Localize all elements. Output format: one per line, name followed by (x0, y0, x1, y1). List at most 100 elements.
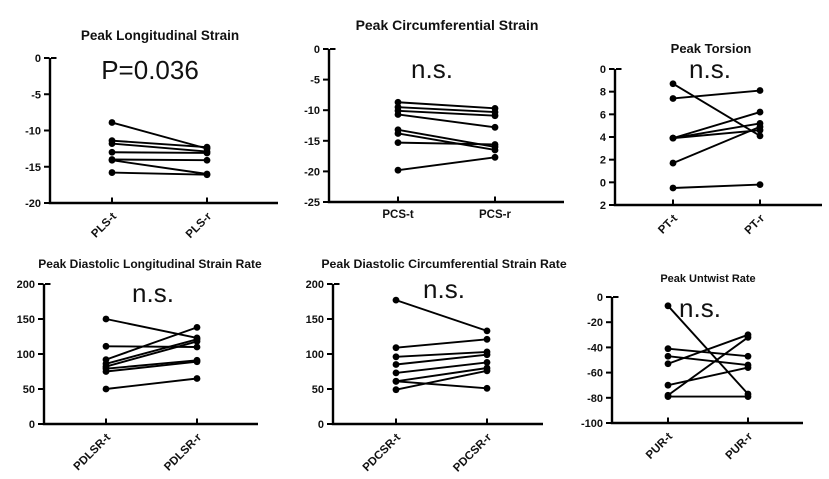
pair-line (672, 129, 761, 140)
pair-line (395, 361, 488, 374)
panel-title: Peak Circumferential Strain (356, 17, 539, 33)
pair-line (395, 380, 488, 390)
data-point (102, 315, 110, 323)
x-category-label: PDLSR-r (162, 431, 204, 473)
y-tick-label: 100 (306, 349, 324, 361)
pair-line (105, 377, 198, 390)
data-point (392, 353, 400, 361)
panel-title: Peak Diastolic Circumferential Strain Ra… (321, 257, 567, 271)
x-category-label: PCS-r (479, 209, 511, 221)
pair-line (105, 360, 198, 373)
pair-line (397, 132, 496, 151)
pair-line (105, 359, 198, 370)
data-point (669, 95, 677, 102)
y-tick-label: 0 (35, 53, 41, 65)
data-point (193, 375, 201, 382)
pair-line (111, 142, 208, 153)
x-category-label: PT-r (743, 212, 768, 237)
y-tick-label: 0 (600, 177, 606, 189)
data-point (392, 296, 400, 304)
panel-title: Peak Untwist Rate (660, 273, 755, 285)
data-point (669, 184, 677, 192)
data-point (394, 111, 402, 118)
pair-line (667, 366, 749, 387)
y-tick-label: 100 (17, 349, 35, 361)
pair-line (667, 336, 749, 397)
y-tick-label: -15 (25, 162, 41, 174)
pair-line (395, 353, 488, 366)
data-point (108, 169, 116, 176)
pair-line (672, 89, 761, 100)
data-point (108, 119, 116, 126)
x-category-label: PUR-t (644, 431, 675, 462)
data-point (491, 141, 499, 148)
y-tick-label: -15 (304, 136, 320, 148)
y-tick-label: -25 (304, 197, 320, 209)
data-point (203, 171, 211, 179)
pair-line (105, 318, 198, 339)
data-point (193, 343, 201, 351)
data-point (664, 352, 672, 360)
y-tick-label: 4 (600, 132, 607, 144)
data-point (664, 360, 672, 368)
data-point (664, 393, 672, 400)
panel-title: Peak Longitudinal Strain (81, 28, 239, 43)
x-category-label: PDCSR-t (361, 432, 403, 474)
data-point (491, 146, 499, 154)
data-point (491, 153, 499, 161)
data-point (483, 367, 491, 375)
y-tick-label: -20 (304, 166, 320, 178)
pair-line (395, 338, 488, 349)
pair-line (397, 109, 496, 117)
y-tick-label: 200 (306, 279, 324, 291)
pair-line (111, 151, 208, 154)
pair-line (395, 367, 488, 383)
y-tick-label: -40 (587, 342, 603, 354)
axes (42, 284, 258, 426)
data-point (744, 333, 752, 341)
y-tick-label: -10 (25, 126, 41, 138)
data-point (664, 345, 672, 353)
pair-line (105, 340, 198, 368)
y-tick-label: 50 (23, 384, 35, 396)
pair-line (672, 82, 761, 137)
significance-annotation: n.s. (132, 278, 174, 308)
pair-line (111, 158, 208, 162)
pair-line (672, 122, 761, 140)
data-point (744, 352, 752, 360)
data-point (483, 327, 491, 335)
data-point (392, 369, 400, 377)
data-point (394, 166, 402, 174)
y-tick-label: 0 (600, 64, 606, 76)
data-point (394, 130, 402, 137)
data-point (756, 181, 764, 189)
data-point (483, 335, 491, 343)
data-point (193, 338, 201, 345)
data-point (392, 386, 400, 394)
x-category-label: PLS-r (184, 210, 215, 241)
data-point (108, 156, 116, 164)
y-tick-label: 50 (312, 384, 324, 396)
pair-line (111, 171, 208, 176)
pair-line (667, 347, 749, 358)
data-point (392, 361, 400, 368)
pair-line (672, 183, 761, 189)
axes (327, 49, 564, 204)
x-category-label: PLS-t (89, 211, 119, 241)
pair-line (672, 111, 761, 140)
y-tick-label: 0 (597, 292, 603, 304)
data-point (756, 87, 764, 94)
data-point (664, 302, 672, 310)
pair-line (397, 113, 496, 129)
data-point (756, 132, 764, 140)
data-point (756, 108, 764, 116)
pair-line (395, 350, 488, 358)
pair-line (397, 101, 496, 110)
data-point (491, 112, 499, 120)
pair-line (667, 333, 749, 365)
panel-title: Peak Torsion (671, 41, 752, 56)
data-point (203, 156, 211, 164)
y-tick-label: 6 (600, 109, 606, 121)
data-point (203, 149, 211, 157)
